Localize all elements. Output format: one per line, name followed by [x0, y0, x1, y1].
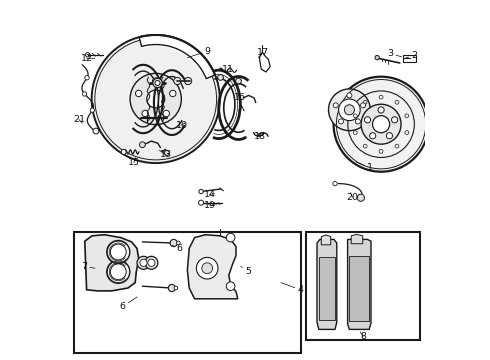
Text: 6: 6: [120, 297, 137, 311]
Text: 8: 8: [360, 332, 366, 341]
Bar: [306, 232, 419, 340]
Text: 12: 12: [80, 54, 95, 63]
Circle shape: [355, 119, 360, 124]
Circle shape: [170, 239, 177, 247]
Circle shape: [130, 73, 181, 125]
Text: 6: 6: [172, 244, 183, 253]
Circle shape: [169, 284, 175, 292]
Circle shape: [93, 128, 99, 134]
Circle shape: [334, 77, 429, 172]
Circle shape: [155, 81, 160, 85]
Text: 15: 15: [128, 158, 140, 167]
Text: 14: 14: [204, 190, 216, 199]
Circle shape: [365, 117, 370, 123]
Circle shape: [392, 117, 398, 123]
Bar: [74, 232, 301, 353]
Circle shape: [174, 286, 178, 290]
Circle shape: [135, 90, 142, 96]
Circle shape: [226, 233, 235, 242]
Text: 3: 3: [387, 49, 402, 58]
Circle shape: [202, 263, 213, 274]
Polygon shape: [85, 235, 139, 291]
Circle shape: [147, 90, 165, 108]
Text: 2: 2: [406, 51, 417, 60]
Circle shape: [121, 149, 126, 154]
Circle shape: [387, 132, 392, 139]
Circle shape: [176, 241, 180, 245]
Circle shape: [218, 75, 223, 80]
Circle shape: [152, 78, 159, 84]
Text: 16: 16: [233, 93, 245, 102]
Circle shape: [226, 282, 235, 291]
Circle shape: [110, 244, 126, 260]
Circle shape: [153, 78, 162, 88]
Circle shape: [82, 92, 87, 96]
Circle shape: [107, 240, 130, 264]
Circle shape: [196, 257, 218, 279]
Circle shape: [236, 78, 242, 84]
Polygon shape: [321, 235, 331, 245]
Circle shape: [110, 264, 126, 280]
Bar: [403, 55, 416, 62]
Text: 17: 17: [257, 48, 269, 58]
Circle shape: [142, 110, 148, 117]
Circle shape: [372, 116, 390, 133]
Circle shape: [369, 132, 376, 139]
Circle shape: [375, 55, 379, 60]
Circle shape: [347, 93, 352, 98]
Polygon shape: [351, 234, 363, 244]
Circle shape: [185, 77, 192, 85]
Circle shape: [140, 142, 145, 148]
Circle shape: [333, 103, 338, 108]
Circle shape: [90, 108, 95, 112]
Text: 1: 1: [356, 162, 373, 172]
Polygon shape: [349, 256, 369, 321]
Circle shape: [148, 259, 155, 266]
Polygon shape: [187, 235, 238, 299]
Polygon shape: [347, 239, 371, 329]
Text: 9: 9: [187, 46, 211, 58]
Circle shape: [339, 119, 343, 124]
Circle shape: [198, 200, 204, 205]
Circle shape: [344, 105, 354, 115]
Circle shape: [357, 194, 365, 201]
Circle shape: [199, 189, 203, 194]
Circle shape: [92, 35, 220, 163]
Circle shape: [140, 259, 147, 266]
Circle shape: [339, 99, 360, 121]
Text: 5: 5: [241, 266, 251, 276]
Circle shape: [163, 110, 170, 117]
Wedge shape: [140, 37, 213, 79]
Circle shape: [137, 256, 150, 269]
Circle shape: [85, 76, 89, 80]
Text: 11: 11: [221, 65, 234, 74]
Text: 20: 20: [346, 193, 359, 202]
Circle shape: [361, 104, 401, 144]
Text: 18: 18: [254, 132, 266, 140]
Text: 21: 21: [73, 115, 85, 124]
Polygon shape: [319, 257, 335, 320]
Circle shape: [107, 260, 130, 283]
Circle shape: [361, 103, 366, 108]
Circle shape: [378, 107, 384, 113]
Circle shape: [328, 89, 370, 131]
Text: 19: 19: [204, 202, 216, 210]
Text: 13: 13: [159, 150, 172, 159]
Text: 4: 4: [281, 283, 304, 294]
Circle shape: [174, 77, 181, 85]
Circle shape: [145, 256, 158, 269]
Circle shape: [164, 150, 170, 156]
Text: 7: 7: [81, 262, 95, 271]
Polygon shape: [317, 239, 337, 329]
Circle shape: [170, 90, 176, 96]
Text: 10: 10: [176, 121, 188, 130]
